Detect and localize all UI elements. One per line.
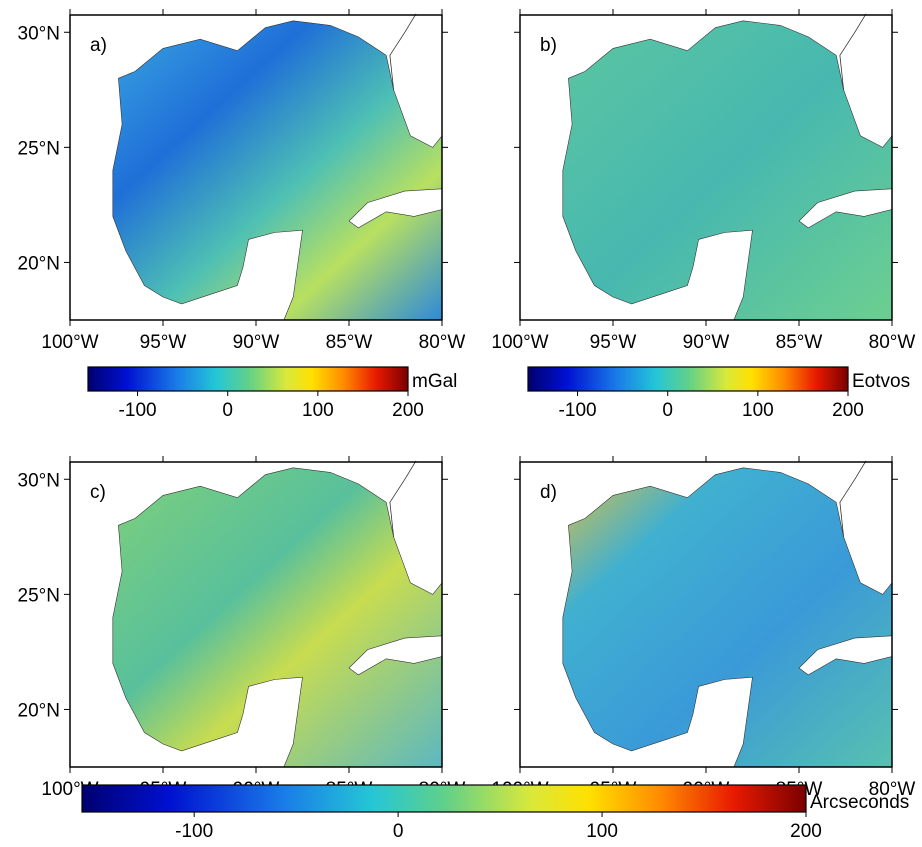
y-tick-label: 30°N <box>18 470 60 491</box>
y-tick-label: 25°N <box>18 585 60 606</box>
coastline <box>839 13 867 90</box>
colorbar-tick-label: 100 <box>742 400 774 421</box>
sea-surface <box>562 467 893 768</box>
sea-surface <box>562 20 893 321</box>
panel-label: c) <box>90 482 106 503</box>
sea-surface <box>112 20 443 321</box>
colorbar-unit: mGal <box>412 371 457 392</box>
panel-label: d) <box>540 482 557 503</box>
x-tick-label: 95°W <box>140 332 187 353</box>
coastline <box>389 13 417 90</box>
colorbar <box>527 366 849 392</box>
y-tick-label: 20°N <box>18 700 60 721</box>
colorbar-tick-label: -100 <box>119 400 157 421</box>
colorbar-tick-label: -100 <box>559 400 597 421</box>
y-tick-label: 25°N <box>18 138 60 159</box>
colorbar-tick-label: 0 <box>393 821 404 842</box>
y-tick-label: 20°N <box>18 253 60 274</box>
colorbar <box>87 366 409 392</box>
x-tick-label: 90°W <box>683 332 730 353</box>
x-tick-label: 100°W <box>491 332 548 353</box>
coastline <box>839 460 867 537</box>
x-tick-label: 80°W <box>869 779 916 800</box>
colorbar-tick-label: -100 <box>175 821 213 842</box>
x-tick-label: 95°W <box>590 332 637 353</box>
x-tick-label: 90°W <box>233 332 280 353</box>
x-tick-label: 85°W <box>326 332 373 353</box>
panel-label: a) <box>90 35 107 56</box>
y-tick-label: 30°N <box>18 23 60 44</box>
x-tick-label: 85°W <box>776 332 823 353</box>
colorbar-tick-label: 100 <box>302 400 334 421</box>
sea-surface <box>112 467 443 768</box>
colorbar-tick-label: 200 <box>790 821 822 842</box>
x-tick-label: 100°W <box>41 332 98 353</box>
colorbar-tick-label: 100 <box>586 821 618 842</box>
colorbar-tick-label: 200 <box>392 400 424 421</box>
colorbar <box>81 784 807 813</box>
colorbar-unit: Eotvos <box>852 371 910 392</box>
x-tick-label: 80°W <box>419 332 466 353</box>
colorbar-tick-label: 0 <box>222 400 233 421</box>
colorbar-unit: Arcseconds <box>810 792 909 813</box>
coastline <box>389 460 417 537</box>
colorbar-tick-label: 200 <box>832 400 864 421</box>
panel-label: b) <box>540 35 557 56</box>
colorbar-tick-label: 0 <box>662 400 673 421</box>
x-tick-label: 80°W <box>869 332 916 353</box>
